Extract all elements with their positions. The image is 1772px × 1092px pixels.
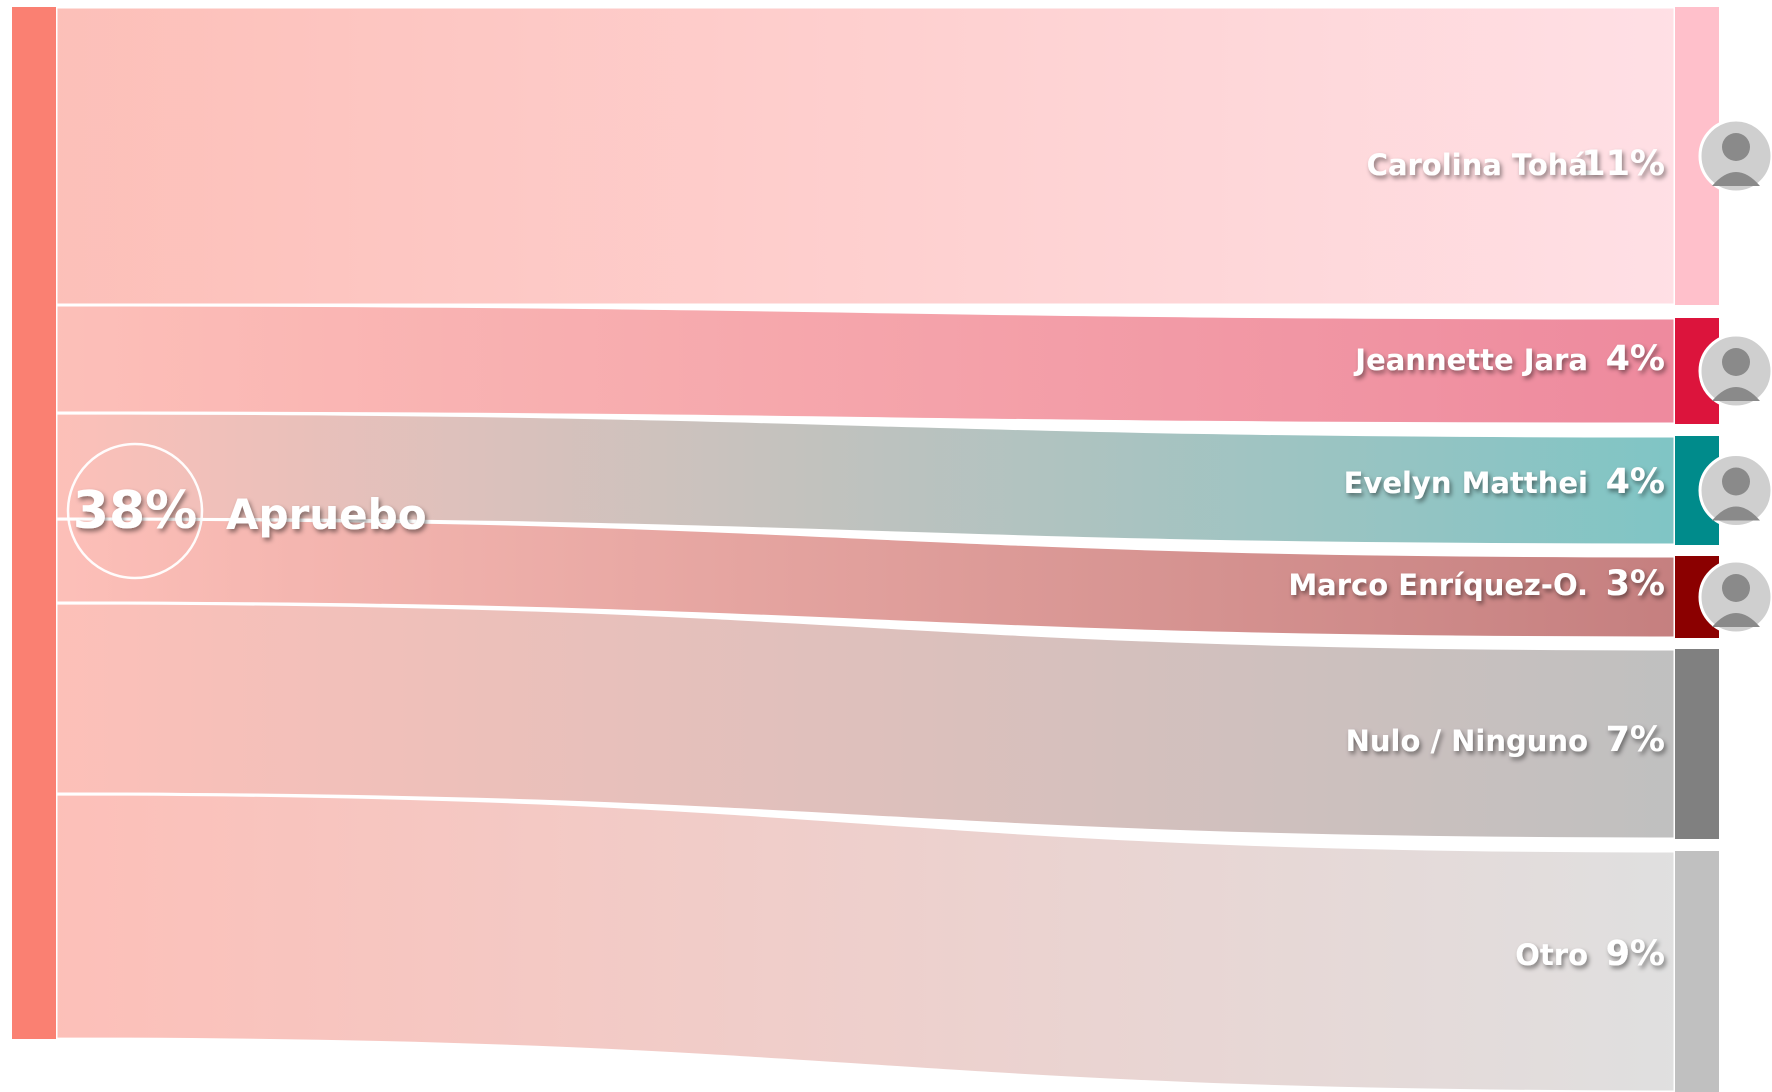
flow-layer [54,5,1677,1092]
target-label-marco-enriquez-o: Marco Enríquez-O. [1288,568,1588,602]
target-label-carolina-toha: Carolina Tohá [1367,148,1588,182]
avatar-marco-enriquez-o [1698,559,1772,635]
source-percent: 38% [73,481,197,541]
source-percent-ring [66,442,204,580]
target-value-carolina-toha: 11% [1581,144,1665,184]
target-value-marco-enriquez-o: 3% [1606,564,1665,604]
source-label: Apruebo [226,490,427,539]
avatar-carolina-toha [1698,118,1772,194]
target-label-layer: 11%Carolina Tohá 4% Jeannette Jara 4% Evelyn… [1288,144,1665,974]
target-label-otro: Otro [1515,938,1588,972]
target-value-evelyn-matthei: 4% [1606,462,1665,502]
target-label-nulo-ninguno: Nulo / Ninguno [1346,724,1588,758]
target-value-jeannette-jara: 4% [1606,339,1665,379]
avatar-layer [1698,118,1772,635]
target-label-evelyn-matthei: Evelyn Matthei [1344,466,1588,500]
target-label-jeannette-jara: Jeannette Jara [1353,343,1588,377]
target-value-otro: 9% [1606,934,1665,974]
avatar-jeannette-jara [1698,333,1772,409]
flow-otro [54,792,1677,1092]
avatar-evelyn-matthei [1698,453,1772,528]
source-node-apruebo [12,7,56,1039]
target-node-nulo-ninguno [1675,649,1719,839]
target-node-otro [1675,851,1719,1092]
target-value-nulo-ninguno: 7% [1606,720,1665,760]
